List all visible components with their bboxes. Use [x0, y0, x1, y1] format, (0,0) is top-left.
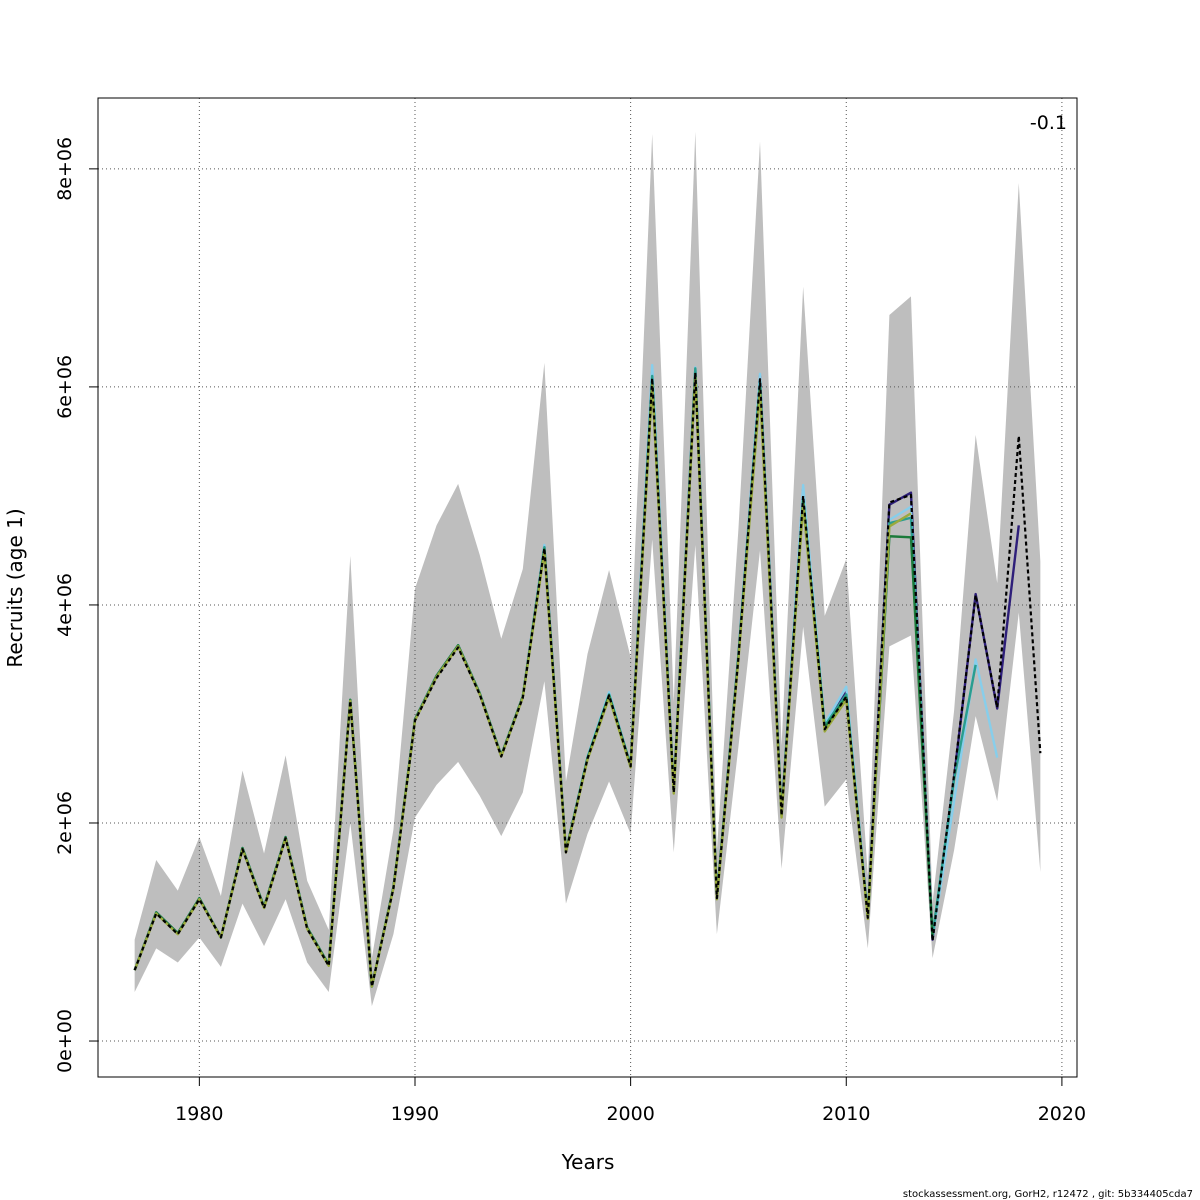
grid-layer: [98, 98, 1077, 1077]
footer-note: stockassessment.org, GorH2, r12472 , git…: [903, 1189, 1193, 1200]
y-tick-label: 4e+06: [54, 573, 76, 637]
y-axis-title: Recruits (age 1): [3, 508, 27, 667]
axis-layer: 1980 1990 2000 2010 2020 0e+00 2e+06 4e+06 6e+06…: [54, 137, 1086, 1125]
x-tick-label: 1990: [391, 1103, 439, 1125]
series-line-base: [133, 371, 1042, 988]
series-layer: [133, 363, 1042, 988]
x-tick-label: 2010: [822, 1103, 870, 1125]
plot-frame: [97, 97, 1078, 1078]
x-tick-label: 2000: [606, 1103, 654, 1125]
x-axis-title: Years: [561, 1150, 615, 1174]
x-tick-label: 2020: [1038, 1103, 1086, 1125]
y-tick-label: 0e+00: [54, 1009, 76, 1073]
y-tick-label: 8e+06: [54, 137, 76, 201]
confidence-band: [134, 131, 1041, 1007]
x-tick-label: 1980: [175, 1103, 223, 1125]
confidence-band-layer: [134, 131, 1041, 1007]
corner-label: -0.1: [1030, 112, 1067, 134]
y-tick-label: 6e+06: [54, 355, 76, 419]
y-tick-label: 2e+06: [54, 791, 76, 855]
